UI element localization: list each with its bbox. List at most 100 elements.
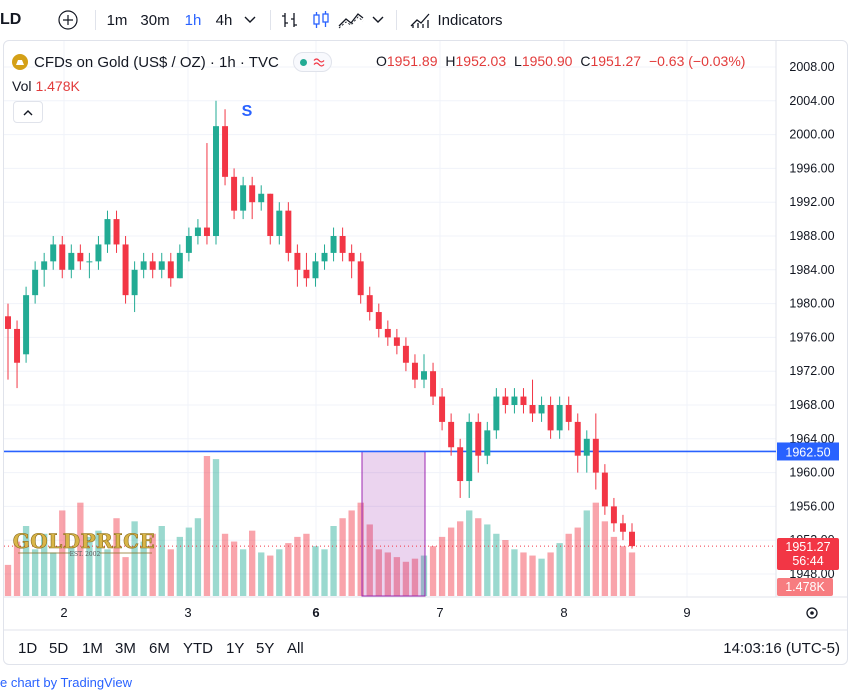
collapse-legend-button[interactable] xyxy=(13,101,43,123)
volume-bar xyxy=(312,546,319,596)
volume-bar xyxy=(511,549,518,596)
clock-timezone[interactable]: 14:03:16 (UTC-5) xyxy=(723,640,840,657)
volume-bar xyxy=(475,518,482,596)
bars-icon xyxy=(282,13,297,27)
area-style-button[interactable] xyxy=(337,5,365,35)
interval-1m[interactable]: 1m xyxy=(106,11,128,29)
volume-bar xyxy=(547,552,554,596)
time-tick-label: 6 xyxy=(312,605,319,620)
candle-body xyxy=(610,506,617,524)
tradingview-credit[interactable]: e chart by TradingView xyxy=(0,675,132,690)
candle-body xyxy=(384,328,391,338)
volume-bar xyxy=(447,527,455,596)
candle-body xyxy=(393,337,400,346)
candle-body xyxy=(303,269,310,279)
volume-bar xyxy=(276,549,283,596)
gold-symbol-icon xyxy=(12,54,28,70)
range-3m[interactable]: 3M xyxy=(115,640,136,657)
volume-bar xyxy=(104,549,111,596)
volume-badge xyxy=(777,578,833,596)
candle-body xyxy=(312,261,319,279)
candle-body xyxy=(348,252,355,262)
candle-body xyxy=(402,345,409,363)
volume-bar xyxy=(330,526,337,596)
volume-bar xyxy=(239,549,247,596)
candle-body xyxy=(619,523,626,532)
candle-body xyxy=(457,447,464,482)
line-price-badge xyxy=(777,442,839,461)
last-price-label: 1951.27 xyxy=(785,540,830,554)
price-tick-label: 2000.00 xyxy=(789,128,834,142)
volume-bar xyxy=(420,555,428,596)
candle-body xyxy=(629,531,635,547)
sell-marker-label[interactable]: S xyxy=(242,103,253,120)
range-5y[interactable]: 5Y xyxy=(256,640,275,657)
settings-gear-icon[interactable] xyxy=(806,607,818,619)
candle-body xyxy=(366,295,373,313)
range-5d[interactable]: 5D xyxy=(49,640,69,657)
add-circle-icon xyxy=(58,10,78,30)
candle-body xyxy=(23,295,30,355)
symbol-title[interactable]: CFDs on Gold (US$ / OZ) · 1h · TVC xyxy=(34,53,279,71)
market-status-pill[interactable] xyxy=(292,52,332,72)
chevron-down-icon xyxy=(244,16,256,23)
candle-body xyxy=(321,252,328,262)
interval-dropdown[interactable] xyxy=(240,5,260,35)
candle-body xyxy=(439,396,446,422)
range-1m[interactable]: 1M xyxy=(82,640,103,657)
range-all[interactable]: All xyxy=(287,640,304,657)
bar-style-button[interactable] xyxy=(278,5,302,35)
volume-bar xyxy=(484,524,491,596)
compare-symbol-button[interactable] xyxy=(55,5,81,35)
candle-body xyxy=(222,126,229,177)
candles-icon xyxy=(313,11,329,28)
chart-type-dropdown[interactable] xyxy=(368,5,388,35)
time-tick-label: 9 xyxy=(683,605,690,620)
volume-bar xyxy=(221,533,229,596)
volume-bar xyxy=(212,459,220,596)
candle-body xyxy=(502,396,509,405)
volume-bar xyxy=(77,502,84,596)
range-6m[interactable]: 6M xyxy=(149,640,170,657)
top-toolbar: LD 1m 30m 1h 4h Indicators xyxy=(0,0,850,40)
volume-bar xyxy=(321,549,328,596)
candle-body xyxy=(484,430,491,456)
volume-bar xyxy=(429,546,437,596)
candle-body xyxy=(448,421,455,448)
volume-bar xyxy=(140,541,147,596)
price-tick-label: 1960.00 xyxy=(789,466,834,480)
volume-bar xyxy=(95,530,102,596)
interval-30m[interactable]: 30m xyxy=(140,11,170,29)
range-1y[interactable]: 1Y xyxy=(226,640,245,657)
candle-body xyxy=(158,261,165,270)
volume-bar xyxy=(303,533,310,596)
range-ytd[interactable]: YTD xyxy=(183,640,213,657)
volume-bar xyxy=(538,558,545,596)
volume-bar xyxy=(41,533,48,596)
open-value: 1951.89 xyxy=(386,53,438,69)
interval-1h[interactable]: 1h xyxy=(184,11,202,29)
time-tick-label: 7 xyxy=(436,605,443,620)
candle-body xyxy=(68,252,75,270)
candles-style-button[interactable] xyxy=(310,5,332,35)
candle-body xyxy=(339,236,346,253)
candle-body xyxy=(430,371,437,397)
rectangle-drawing[interactable] xyxy=(361,450,426,597)
candle-body xyxy=(592,438,599,473)
candle-body xyxy=(104,219,111,245)
candle-body xyxy=(5,316,11,329)
indicators-button[interactable]: Indicators xyxy=(405,5,507,35)
candle-body xyxy=(601,472,608,507)
low-value: 1950.90 xyxy=(521,53,573,69)
change-value: −0.63 (−0.03%) xyxy=(648,53,746,69)
volume-bar xyxy=(267,555,274,596)
candle-body xyxy=(140,261,147,270)
candle-body xyxy=(50,244,57,262)
interval-4h[interactable]: 4h xyxy=(215,11,233,29)
volume-bar xyxy=(610,536,618,596)
symbol-label[interactable]: LD xyxy=(0,11,22,28)
volume-label: Vol xyxy=(12,78,32,94)
range-1d[interactable]: 1D xyxy=(18,640,38,657)
candle-body xyxy=(176,252,183,279)
